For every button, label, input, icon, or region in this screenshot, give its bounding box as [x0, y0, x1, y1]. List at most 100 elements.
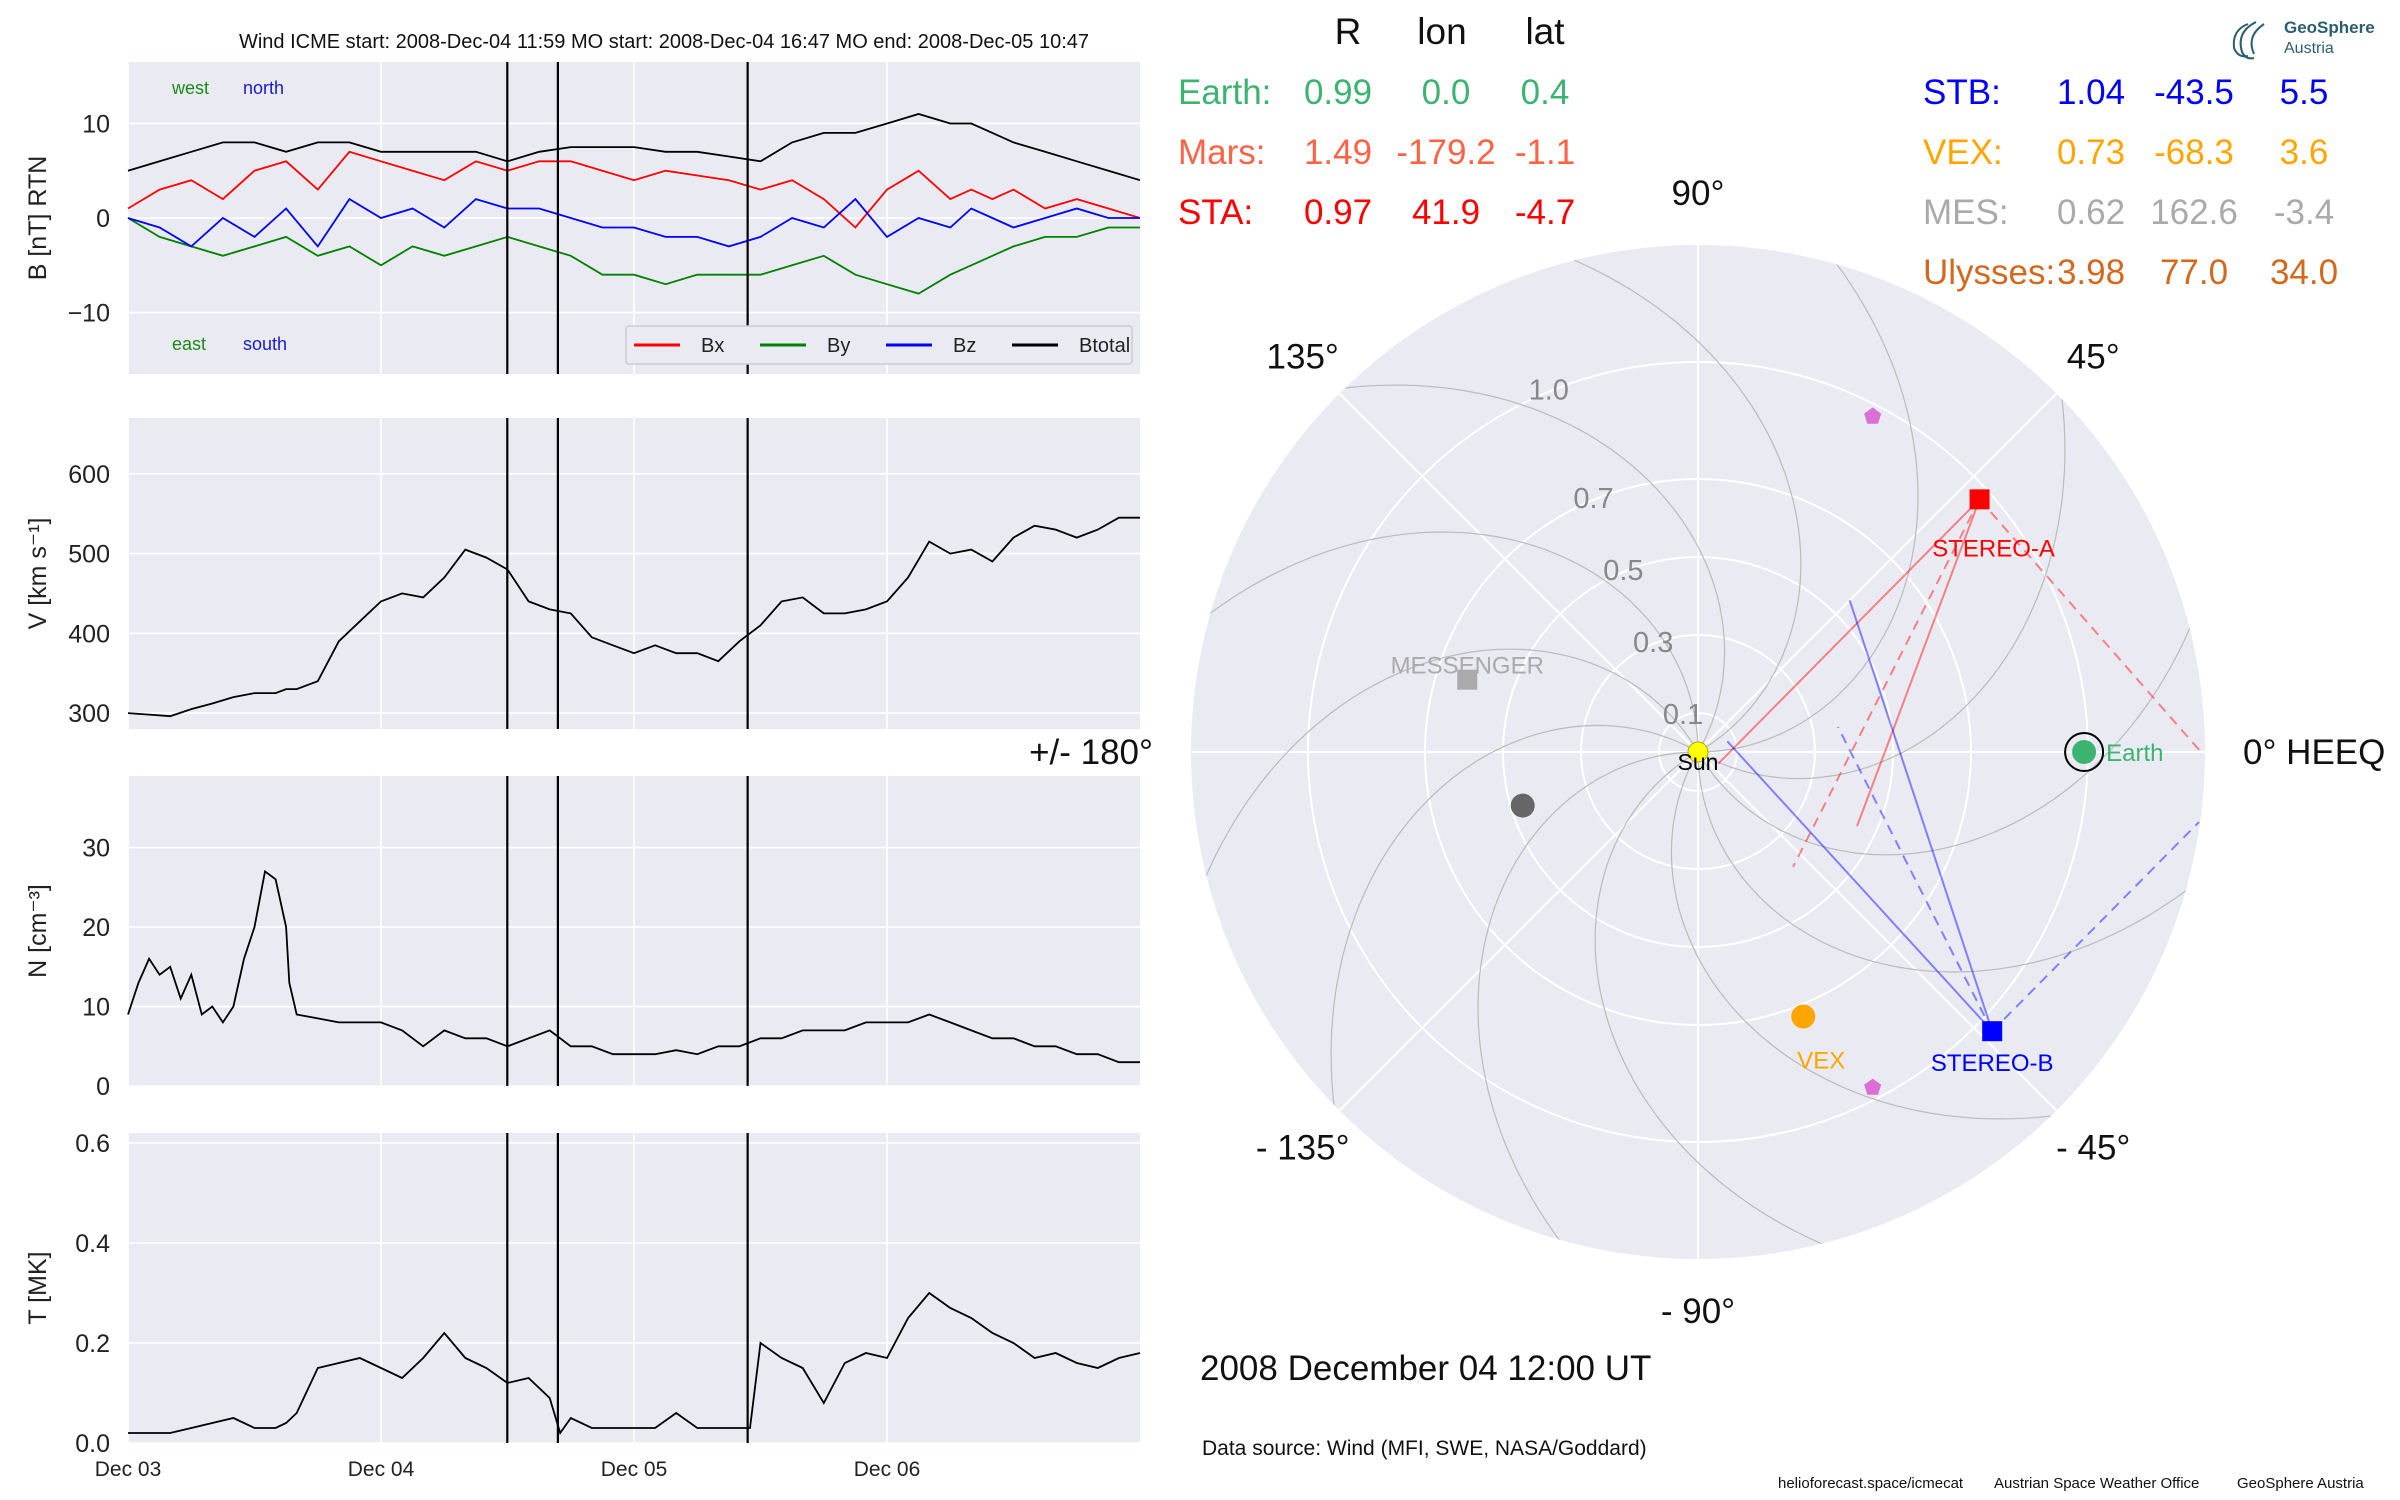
panel-title: Wind ICME start: 2008-Dec-04 11:59 MO st… [239, 31, 1089, 53]
ytick-label: 0.6 [75, 1130, 110, 1158]
spiral-line [1701, 540, 2205, 856]
stb-marker [1982, 1021, 2003, 1042]
rtick-label: 0.7 [1573, 483, 1613, 515]
parker-spirals [1191, 245, 2205, 1259]
geosphere-logo: GeoSphere Austria [2232, 18, 2375, 60]
direction-annotations: west north east south [171, 78, 287, 354]
panel-2: 300 400 500 600 V [km s⁻¹] [24, 418, 1140, 729]
data-source: Data source: Wind (MFI, SWE, NASA/Goddar… [1202, 1437, 1647, 1460]
ytick-label: 0.0 [75, 1430, 110, 1458]
fov-line [1978, 498, 2202, 753]
spiral-line [1254, 384, 1726, 746]
row-lon: 77.0 [2160, 253, 2228, 292]
annotation-south: south [243, 334, 287, 354]
angular-grid-line [1338, 392, 1699, 753]
legend-label: Bz [953, 335, 976, 357]
row-name: STB: [1923, 73, 2001, 112]
dark-planet-marker [1510, 793, 1535, 818]
fov-line [1792, 498, 1981, 868]
time-series-panels: −10 0 10 B [nT] RTN 300 400 500 600 V [km s⁻¹] 0 1… [24, 62, 1141, 1481]
row-r: 0.73 [2057, 133, 2125, 172]
ylabel: T [MK] [24, 1251, 52, 1324]
row-r: 0.62 [2057, 193, 2125, 232]
sta-marker [1969, 489, 1990, 510]
annotation-west: west [171, 78, 209, 98]
spiral-line [1704, 308, 2066, 780]
footer-site: helioforecast.space/icmecat [1778, 1475, 1964, 1492]
row-r: 1.04 [2057, 73, 2125, 112]
angular-grid-line [1697, 392, 2058, 753]
row-lon: -68.3 [2154, 133, 2234, 172]
angle-label: - 135° [1256, 1128, 1350, 1167]
angle-label: 45° [2067, 338, 2120, 377]
ytick-label: 500 [68, 541, 110, 569]
legend-label: By [827, 335, 850, 357]
annotation-north: north [243, 78, 284, 98]
row-name: Mars: [1178, 133, 1266, 172]
stb-label: STEREO-B [1931, 1050, 2054, 1077]
fov-lines [1717, 498, 2202, 1032]
rtick-label: 0.1 [1663, 699, 1703, 731]
spiral-line [1191, 531, 1699, 745]
panel-3: 0 10 20 30 N [cm⁻³] [24, 776, 1140, 1101]
ytick-label: 20 [82, 914, 110, 942]
ytick-label: 0 [96, 205, 110, 233]
fov-line [1856, 499, 1981, 827]
row-lat: -3.4 [2274, 193, 2334, 232]
logo-line2: Austria [2284, 40, 2334, 57]
spiral-line [1486, 245, 1802, 749]
vex-marker [1791, 1004, 1816, 1029]
sta-label: STEREO-A [1932, 535, 2055, 562]
fov-line [1837, 726, 1994, 1032]
sun-label: Sun [1678, 749, 1719, 775]
col-header-lat: lat [1525, 11, 1565, 52]
row-lat: 3.6 [2280, 133, 2329, 172]
fov-line [1991, 821, 2200, 1032]
x-axis: Dec 03 Dec 04 Dec 05 Dec 06 [95, 1458, 921, 1481]
mes-label: MESSENGER [1391, 653, 1544, 680]
row-lon: -43.5 [2154, 73, 2234, 112]
row-r: 0.97 [1304, 193, 1372, 232]
ytick-label: 0.4 [75, 1230, 110, 1258]
legend-box [625, 325, 1133, 365]
ytick-label: 0.2 [75, 1330, 110, 1358]
figure-texts: Wind ICME start: 2008-Dec-04 11:59 MO st… [239, 31, 2364, 1492]
series-n [127, 869, 1140, 1064]
spiral-line [1191, 648, 1695, 964]
angle-label: 90° [1672, 174, 1725, 213]
angle-label: +/- 180° [1029, 733, 1153, 772]
series-t [128, 1291, 1141, 1436]
fov-line [1848, 600, 1994, 1032]
row-lat: -1.1 [1515, 133, 1575, 172]
ytick-label: 600 [68, 461, 110, 489]
spiral-line [1697, 759, 2205, 973]
mes-marker [1457, 669, 1478, 690]
row-lon: -179.2 [1396, 133, 1495, 172]
pentagon-lower-marker [1864, 1078, 1882, 1095]
row-lat: 0.4 [1521, 73, 1570, 112]
row-r: 3.98 [2057, 253, 2125, 292]
row-name: VEX: [1923, 133, 2003, 172]
row-name: Ulysses: [1923, 253, 2055, 292]
angle-label: - 90° [1661, 1292, 1735, 1331]
row-r: 0.99 [1304, 73, 1372, 112]
row-lat: 5.5 [2280, 73, 2329, 112]
angular-grid-line [1697, 751, 2058, 1112]
spiral-line [1477, 751, 1691, 1259]
series-bx [127, 150, 1141, 229]
pentagon-upper-marker [1864, 407, 1882, 424]
xtick-label: Dec 03 [95, 1458, 162, 1481]
row-lon: 162.6 [2150, 193, 2238, 232]
row-lat: 34.0 [2270, 253, 2338, 292]
ytick-label: 0 [96, 1073, 110, 1101]
polar-date: 2008 December 04 12:00 UT [1200, 1349, 1651, 1388]
row-r: 1.49 [1304, 133, 1372, 172]
ylabel: N [cm⁻³] [24, 884, 52, 978]
legend-label: Btotal [1079, 335, 1130, 357]
rtick-label: 0.5 [1603, 555, 1643, 587]
footer-org: GeoSphere Austria [2237, 1475, 2364, 1492]
xtick-label: Dec 04 [348, 1458, 415, 1481]
col-header-lon: lon [1417, 11, 1466, 52]
earth-label: Earth [2106, 740, 2163, 767]
